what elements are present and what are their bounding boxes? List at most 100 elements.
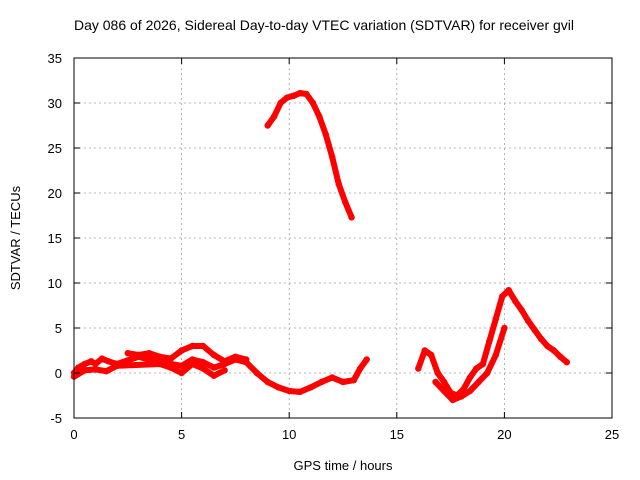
data-point bbox=[210, 351, 218, 359]
data-point bbox=[563, 359, 570, 366]
data-point bbox=[92, 366, 99, 373]
data-point bbox=[307, 384, 314, 391]
data-point bbox=[156, 353, 164, 360]
data-point bbox=[283, 94, 291, 101]
data-point bbox=[342, 198, 349, 206]
data-point bbox=[524, 317, 532, 324]
data-point bbox=[357, 365, 364, 372]
data-point bbox=[492, 351, 499, 359]
data-point bbox=[286, 387, 293, 395]
data-point bbox=[253, 369, 261, 377]
data-point bbox=[475, 378, 482, 386]
data-point bbox=[428, 351, 435, 359]
data-point bbox=[135, 351, 142, 359]
data-point bbox=[75, 364, 82, 371]
y-tick-label: 0 bbox=[55, 366, 62, 381]
data-point bbox=[466, 387, 474, 395]
data-point bbox=[329, 374, 336, 381]
x-tick-label: 0 bbox=[70, 427, 77, 442]
data-point bbox=[275, 384, 282, 391]
data-point bbox=[303, 90, 310, 98]
data-point bbox=[290, 92, 297, 100]
data-point bbox=[557, 353, 564, 360]
x-axis-label: GPS time / hours bbox=[294, 458, 393, 473]
data-point bbox=[339, 378, 347, 386]
data-point bbox=[363, 356, 370, 363]
data-point bbox=[221, 358, 228, 365]
data-point bbox=[550, 347, 558, 354]
data-point bbox=[350, 377, 357, 384]
data-series bbox=[70, 89, 570, 404]
data-point bbox=[199, 342, 207, 350]
data-point bbox=[466, 374, 474, 381]
data-point bbox=[199, 359, 207, 366]
data-point bbox=[124, 350, 131, 357]
data-point bbox=[449, 396, 456, 404]
data-point bbox=[486, 338, 493, 345]
data-point bbox=[124, 357, 131, 364]
y-tick-label: 30 bbox=[48, 96, 62, 111]
grid-lines bbox=[74, 58, 612, 418]
x-tick-label: 20 bbox=[497, 427, 511, 442]
series-segment-2 bbox=[264, 90, 355, 221]
data-point bbox=[92, 360, 99, 368]
x-tick-label: 10 bbox=[282, 427, 296, 442]
data-point bbox=[440, 378, 448, 386]
data-point bbox=[537, 335, 545, 342]
data-point bbox=[440, 387, 448, 395]
data-point bbox=[329, 153, 336, 161]
series-segment-3 bbox=[415, 287, 570, 399]
y-tick-label: 35 bbox=[48, 51, 62, 66]
data-point bbox=[318, 378, 325, 386]
data-point bbox=[264, 378, 271, 386]
data-point bbox=[415, 365, 422, 372]
chart-title: Day 086 of 2026, Sidereal Day-to-day VTE… bbox=[74, 17, 574, 33]
data-point bbox=[277, 99, 284, 107]
data-point bbox=[167, 364, 174, 371]
data-point bbox=[432, 378, 439, 386]
data-point bbox=[531, 326, 538, 333]
data-point bbox=[243, 356, 250, 363]
x-tick-label: 25 bbox=[605, 427, 619, 442]
data-point bbox=[434, 369, 441, 377]
data-point bbox=[98, 355, 106, 362]
y-axis-label: SDTVAR / TECUs bbox=[8, 185, 23, 290]
data-point bbox=[156, 360, 164, 368]
data-point bbox=[316, 113, 323, 120]
data-point bbox=[505, 287, 512, 294]
data-point bbox=[348, 214, 355, 221]
y-tick-label: 10 bbox=[48, 276, 62, 291]
y-tick-label: 5 bbox=[55, 321, 62, 336]
data-point bbox=[264, 122, 271, 129]
data-point bbox=[178, 362, 185, 369]
x-tick-label: 5 bbox=[178, 427, 185, 442]
data-point bbox=[492, 315, 499, 323]
data-point bbox=[518, 306, 525, 314]
data-point bbox=[105, 358, 112, 365]
data-point bbox=[322, 131, 329, 138]
data-point bbox=[146, 356, 153, 363]
data-point bbox=[167, 355, 174, 362]
data-point bbox=[189, 356, 196, 363]
data-point bbox=[473, 365, 480, 372]
data-point bbox=[484, 369, 491, 377]
data-point bbox=[81, 360, 89, 368]
y-tick-label: 20 bbox=[48, 186, 62, 201]
data-point bbox=[221, 367, 228, 374]
data-point bbox=[501, 324, 508, 332]
data-point bbox=[178, 369, 185, 377]
data-point bbox=[309, 99, 317, 107]
data-point bbox=[232, 353, 239, 360]
data-point bbox=[146, 350, 153, 357]
y-tick-label: -5 bbox=[50, 411, 62, 426]
data-point bbox=[81, 367, 89, 374]
data-point bbox=[335, 180, 342, 188]
axis-ticks: 0 5 10 15 20 25 -5 0 5 10 15 20 25 30 35 bbox=[48, 51, 620, 442]
data-point bbox=[421, 347, 428, 354]
data-point bbox=[189, 360, 196, 368]
data-point bbox=[296, 388, 304, 396]
data-point bbox=[189, 342, 196, 350]
data-point bbox=[512, 297, 519, 305]
data-point bbox=[178, 347, 185, 354]
